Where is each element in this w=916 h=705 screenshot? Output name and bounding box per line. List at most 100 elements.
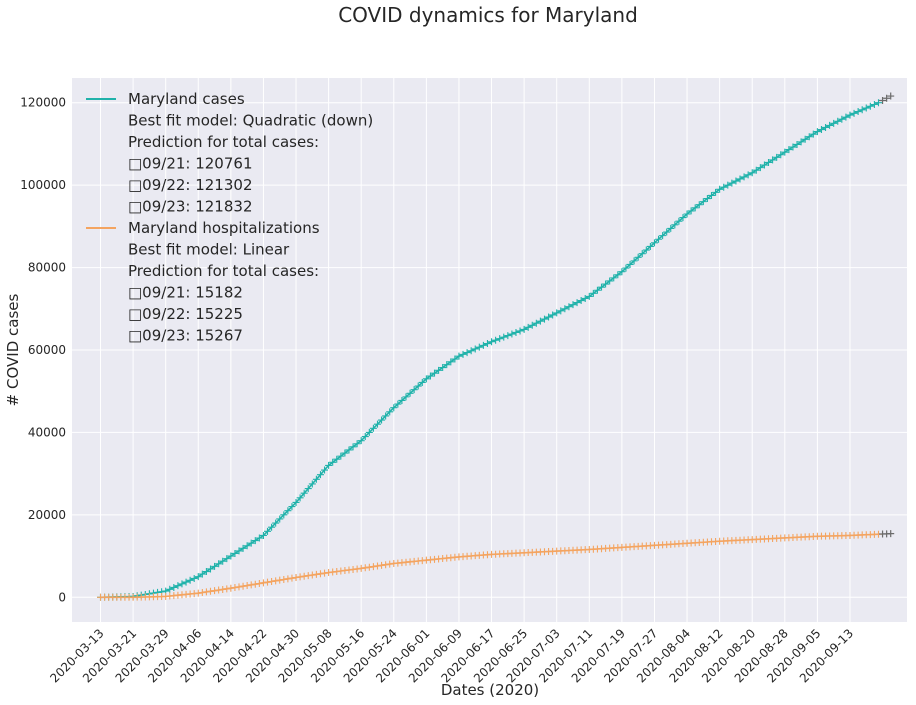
data-point [789,143,797,151]
data-point [679,214,687,222]
data-point [744,171,752,179]
data-point [308,571,316,579]
y-tick-label: 60000 [28,343,66,357]
data-point [728,179,736,187]
data-point [858,106,866,114]
data-point [834,117,842,125]
data-point [732,177,740,185]
data-point [361,433,369,441]
data-point [365,563,373,571]
data-point [251,580,259,588]
y-axis-label: # COVID cases [4,293,22,406]
data-point [467,347,475,355]
data-point [361,564,369,572]
data-point [255,534,263,542]
data-point [512,328,520,336]
data-point [496,335,504,343]
data-point [740,173,748,181]
data-point [296,494,304,502]
data-point [593,286,601,294]
data-point [369,563,377,571]
data-point [373,420,381,428]
legend-label: Maryland cases [128,90,245,108]
data-point [247,539,255,547]
data-point [341,449,349,457]
data-point [202,568,210,576]
data-point [634,253,642,261]
data-point [422,375,430,383]
data-point [227,552,235,560]
prediction-point [887,92,895,100]
data-point [618,268,626,276]
data-point [667,224,675,232]
data-point [219,585,227,593]
data-point [585,292,593,300]
data-point [296,573,304,581]
data-point [536,317,544,325]
legend-detail: □09/23: 121832 [128,198,252,216]
data-point [300,572,308,580]
data-point [219,557,227,565]
data-point [589,289,597,297]
prediction-point [879,97,887,105]
data-point [459,350,467,358]
data-point [500,333,508,341]
data-point [703,195,711,203]
legend-detail: Best fit model: Linear [128,241,290,259]
data-point [793,140,801,148]
data-point [300,489,308,497]
data-point [748,169,756,177]
legend-detail: □09/22: 15225 [128,305,243,323]
data-point [272,577,280,585]
data-point [716,185,724,193]
data-point [655,235,663,243]
data-point [569,301,577,309]
data-point [479,341,487,349]
y-tick-label: 120000 [20,96,66,110]
series-layer [97,92,895,601]
legend-detail: □09/23: 15267 [128,327,243,345]
data-point [227,584,235,592]
data-point [231,549,239,557]
data-point [854,108,862,116]
data-point [842,113,850,121]
data-point [345,446,353,454]
data-point [581,294,589,302]
legend-detail: □09/21: 15182 [128,284,243,302]
data-point [284,507,292,515]
data-point [276,576,284,584]
data-point [382,412,390,420]
data-point [268,578,276,586]
data-point [325,461,333,469]
data-point [528,321,536,329]
data-point [630,257,638,265]
data-point [215,560,223,568]
legend-detail: Best fit model: Quadratic (down) [128,112,373,130]
data-point [284,575,292,583]
data-point [365,428,373,436]
data-point [402,393,410,401]
data-point [862,104,870,112]
data-point [626,260,634,268]
data-point [333,455,341,463]
data-point [683,210,691,218]
data-point [198,589,206,597]
data-point [504,332,512,340]
data-point [760,161,768,169]
chart-title: COVID dynamics for Maryland [338,3,638,27]
legend: Maryland cases Best fit model: Quadratic … [86,90,373,345]
data-point [508,330,516,338]
data-point [777,151,785,159]
data-point [178,580,186,588]
data-point [316,471,324,479]
data-point [712,188,720,196]
data-point [838,115,846,123]
y-tick-label: 0 [58,590,66,604]
data-point [765,158,773,166]
data-point [190,574,198,582]
y-axis: 0 20000 40000 60000 80000 100000 120000 [20,96,66,605]
data-point [321,466,329,474]
data-point [386,408,394,416]
data-point [435,366,443,374]
data-point [398,396,406,404]
